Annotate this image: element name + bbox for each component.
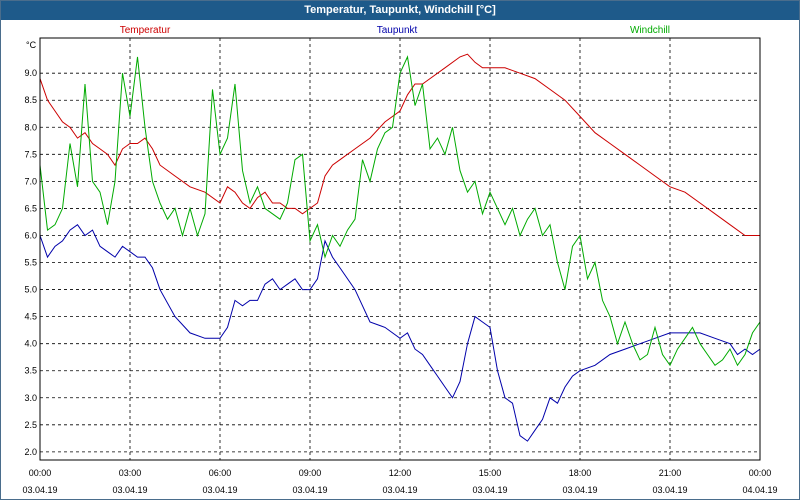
y-tick-label: 9.0: [24, 68, 37, 78]
x-tick-time: 15:00: [479, 468, 502, 478]
x-tick-time: 12:00: [389, 468, 412, 478]
plot-frame: [39, 37, 761, 461]
y-tick-label: 8.0: [24, 122, 37, 132]
window-title: Temperatur, Taupunkt, Windchill [°C]: [1, 1, 799, 20]
series-line-taupunkt: [39, 223, 761, 442]
y-tick-label: 6.5: [24, 203, 37, 213]
y-tick-label: 4.5: [24, 312, 37, 322]
y-axis-label: °C: [26, 40, 37, 50]
grid: [40, 38, 760, 460]
x-tick-date: 03.04.19: [382, 485, 417, 495]
x-tick-date: 04.04.19: [742, 485, 777, 495]
legend-item-temperatur: Temperatur: [120, 25, 171, 36]
y-tick-label: 2.0: [24, 447, 37, 457]
y-tick-label: 7.5: [24, 149, 37, 159]
x-tick-time: 18:00: [569, 468, 592, 478]
x-tick-time: 00:00: [29, 468, 52, 478]
y-tick-label: 5.5: [24, 258, 37, 268]
series-line-temperatur: [39, 53, 760, 236]
x-tick-date: 03.04.19: [22, 485, 57, 495]
y-tick-label: 4.0: [24, 339, 37, 349]
x-tick-date: 03.04.19: [472, 485, 507, 495]
x-tick-date: 03.04.19: [562, 485, 597, 495]
x-tick-time: 09:00: [299, 468, 322, 478]
series-line-windchill: [39, 55, 761, 367]
x-tick-time: 00:00: [749, 468, 772, 478]
y-tick-label: 8.5: [24, 95, 37, 105]
y-tick-label: 7.0: [24, 176, 37, 186]
y-tick-label: 3.0: [24, 393, 37, 403]
x-tick-date: 03.04.19: [112, 485, 147, 495]
legend-item-taupunkt: Taupunkt: [377, 25, 418, 36]
x-tick-date: 03.04.19: [202, 485, 237, 495]
x-axis-ticks: 00:00 03.04.19 03:00 03.04.19 06:00 03.04.19 0…: [22, 468, 777, 495]
y-tick-label: 2.5: [24, 420, 37, 430]
x-tick-time: 06:00: [209, 468, 232, 478]
legend-item-windchill: Windchill: [630, 25, 670, 36]
legend: Temperatur Taupunkt Windchill: [120, 25, 670, 36]
x-tick-time: 21:00: [659, 468, 682, 478]
x-tick-date: 03.04.19: [652, 485, 687, 495]
y-tick-label: 5.0: [24, 285, 37, 295]
y-axis-ticks: 2.0 2.5 3.0 3.5 4.0 4.5 5.0 5.5 6.0 6.5 7.0 7.5 8.0 8…: [24, 40, 37, 457]
y-tick-label: 6.0: [24, 230, 37, 240]
y-tick-label: 3.5: [24, 366, 37, 376]
series-lines: [39, 53, 761, 442]
x-tick-time: 03:00: [119, 468, 142, 478]
x-tick-date: 03.04.19: [292, 485, 327, 495]
